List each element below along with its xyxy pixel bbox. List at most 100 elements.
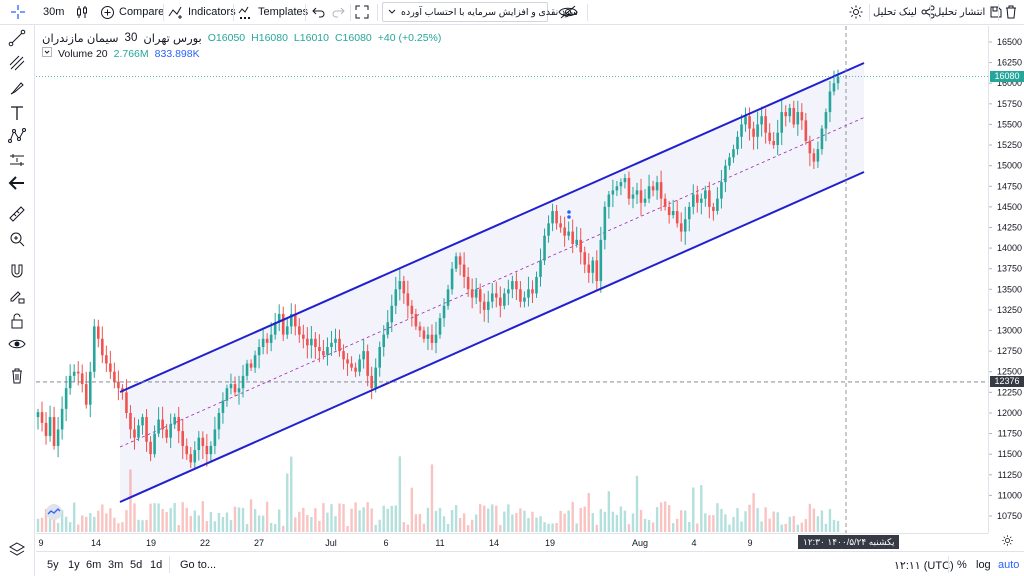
candle-body: [571, 231, 574, 244]
fib-tool[interactable]: [7, 54, 27, 74]
zoom-tool[interactable]: [7, 230, 27, 250]
candle-body: [277, 314, 281, 323]
legend-high: H16080: [251, 32, 288, 44]
chart-canvas[interactable]: [36, 26, 988, 533]
clock-button[interactable]: ۱۲:۱۱ (UTC): [894, 559, 954, 572]
auto-toggle[interactable]: auto: [998, 559, 1020, 571]
percent-toggle[interactable]: %: [957, 559, 967, 571]
volume-bar: [700, 485, 703, 532]
candle-body: [792, 107, 796, 125]
candle-body: [482, 301, 486, 310]
volume-bar: [499, 524, 502, 532]
volume-bar: [663, 501, 667, 532]
candle-body: [346, 359, 349, 364]
candle-body: [708, 190, 711, 207]
time-tick-label: 27: [254, 538, 264, 548]
eye-icon: [8, 335, 26, 356]
volume-bar: [406, 524, 410, 532]
hide-drawings-button[interactable]: [558, 0, 578, 24]
magnet-tool[interactable]: [7, 262, 27, 282]
chart-style-button[interactable]: [74, 0, 90, 24]
volume-label[interactable]: Volume 20: [58, 47, 108, 60]
compare-button[interactable]: Compare: [100, 0, 164, 24]
candle-body: [752, 128, 755, 137]
indicators-button[interactable]: Indicators: [168, 0, 236, 24]
strategy-dropdown[interactable]: سود نقدی و افزایش سرمایه با احتساب آورده: [382, 2, 578, 22]
price-tick-label: 16000: [997, 78, 1022, 88]
trend-line-tool[interactable]: [7, 29, 27, 49]
volume-bar: [503, 511, 506, 532]
pencil-lock-icon: [8, 287, 26, 308]
candle-body: [563, 227, 566, 236]
log-toggle[interactable]: log: [976, 559, 991, 571]
candle-body: [728, 157, 731, 166]
candle-body: [515, 281, 518, 290]
back-button[interactable]: [7, 174, 27, 194]
price-tick-label: 15250: [997, 140, 1022, 150]
share-link-button[interactable]: لینک تحلیل: [873, 0, 935, 24]
redo-button[interactable]: [331, 0, 345, 24]
volume-bar: [740, 521, 743, 532]
candle-body: [820, 128, 824, 150]
volume-bar: [655, 507, 659, 532]
range-button[interactable]: 6m: [86, 559, 102, 571]
pattern-tool[interactable]: [7, 127, 27, 147]
goto-button[interactable]: Go to...: [180, 559, 217, 571]
ruler-tool[interactable]: [7, 205, 27, 225]
remove-drawings-tool[interactable]: [7, 367, 27, 387]
undo-button[interactable]: [312, 0, 326, 24]
volume-bar: [828, 509, 832, 532]
range-button[interactable]: 1y: [68, 559, 80, 571]
range-button[interactable]: 1d: [150, 559, 163, 571]
crosshair-cursor-icon[interactable]: [0, 0, 36, 24]
candle-body: [141, 417, 144, 426]
candle-body: [667, 206, 671, 216]
stay-drawing-tool[interactable]: [7, 287, 27, 307]
volume-bar: [760, 521, 763, 532]
drawing-toolbar: [0, 25, 35, 576]
settings-button[interactable]: [848, 0, 864, 24]
scale-settings-button[interactable]: [998, 534, 1016, 550]
candle-body: [490, 293, 494, 302]
brush-tool[interactable]: [7, 79, 27, 99]
candle-body: [579, 239, 583, 253]
redo-icon: [331, 5, 345, 19]
volume-bar: [639, 509, 643, 532]
templates-label: Templates: [258, 6, 309, 18]
candle-body: [237, 388, 241, 393]
candle-body: [189, 454, 193, 463]
candle-body: [64, 388, 68, 409]
delete-button[interactable]: [1004, 0, 1018, 24]
interval-button[interactable]: 30m: [43, 0, 64, 24]
templates-button[interactable]: Templates: [238, 0, 308, 24]
candle-body: [486, 301, 490, 310]
legend-collapse-icon[interactable]: [42, 47, 52, 60]
range-button[interactable]: 3m: [108, 559, 124, 571]
time-tick-label: 11: [435, 538, 444, 548]
fullscreen-button[interactable]: [355, 0, 369, 24]
candle-body: [101, 338, 104, 356]
lock-drawings-tool[interactable]: [7, 312, 27, 332]
text-tool[interactable]: [7, 104, 27, 124]
candle-body: [450, 268, 454, 290]
candle-body: [241, 375, 245, 389]
volume-bar: [748, 504, 751, 532]
time-tick-label: Jul: [325, 538, 337, 548]
range-button[interactable]: 5d: [130, 559, 143, 571]
publish-button[interactable]: انتشار تحلیل: [934, 0, 1003, 24]
watermark-logo: [44, 504, 64, 523]
chart-pane[interactable]: سیمان مازندران 30 بورس تهران O16050 H160…: [36, 26, 988, 533]
object-tree-button[interactable]: [7, 540, 27, 560]
volume-bar: [495, 505, 498, 532]
hide-drawings-tool[interactable]: [7, 335, 27, 355]
candle-body: [816, 149, 820, 162]
candle-body: [350, 363, 353, 368]
price-axis[interactable]: 16500 16250 16000 15750 15500 15250 15000 14750…: [988, 26, 1024, 533]
time-tick-label: 9: [38, 538, 43, 548]
volume-bar: [720, 508, 723, 532]
range-button[interactable]: 5y: [47, 559, 59, 571]
time-axis[interactable]: 9 14 19 22 27 Jul 6 11 14 19 Aug 4 9 یکشنبه ۱۴۰۰/۵/۲…: [36, 533, 988, 550]
prediction-tool[interactable]: [7, 151, 27, 171]
legend-symbol[interactable]: سیمان مازندران: [42, 33, 119, 45]
candle-body: [434, 334, 438, 343]
